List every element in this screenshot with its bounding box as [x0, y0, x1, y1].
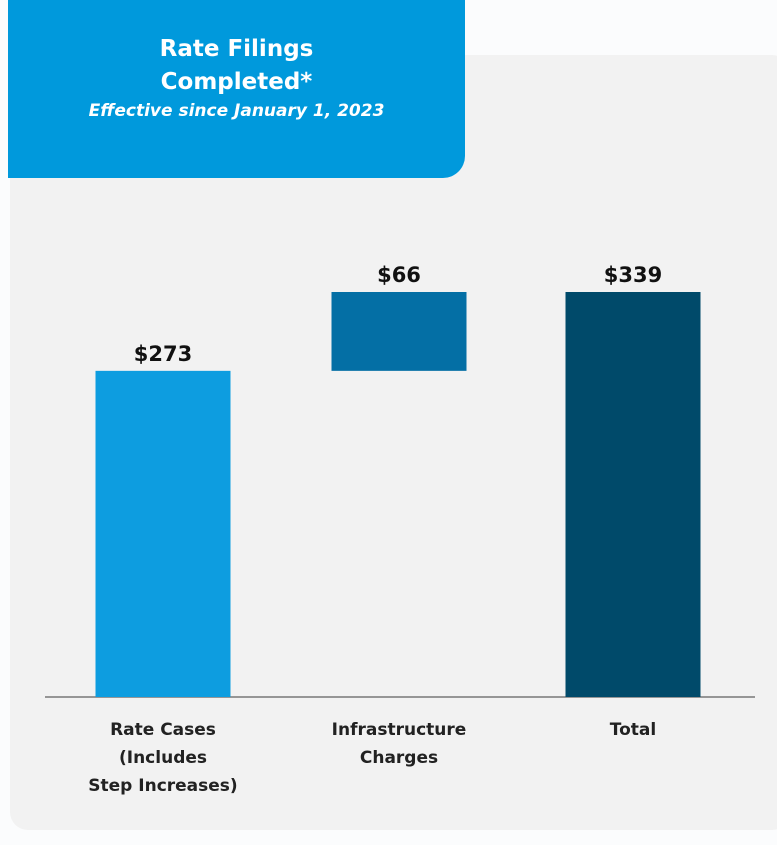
x-tick-label: Rate Cases (Includes Step Increases): [88, 720, 238, 796]
bar: [95, 370, 231, 697]
chart-title: Rate Filings Completed*: [159, 36, 314, 95]
x-tick-label: Total: [609, 720, 657, 740]
chart-subtitle: Effective since January 1, 2023: [88, 101, 385, 121]
value-label: $66: [377, 263, 421, 287]
value-label: $273: [134, 342, 192, 366]
bar: [565, 292, 701, 697]
value-label: $339: [604, 263, 662, 287]
x-tick-label: Infrastructure Charges: [331, 720, 467, 768]
header: Rate Filings Completed* Effective since …: [8, 0, 465, 178]
bar: [331, 292, 467, 371]
